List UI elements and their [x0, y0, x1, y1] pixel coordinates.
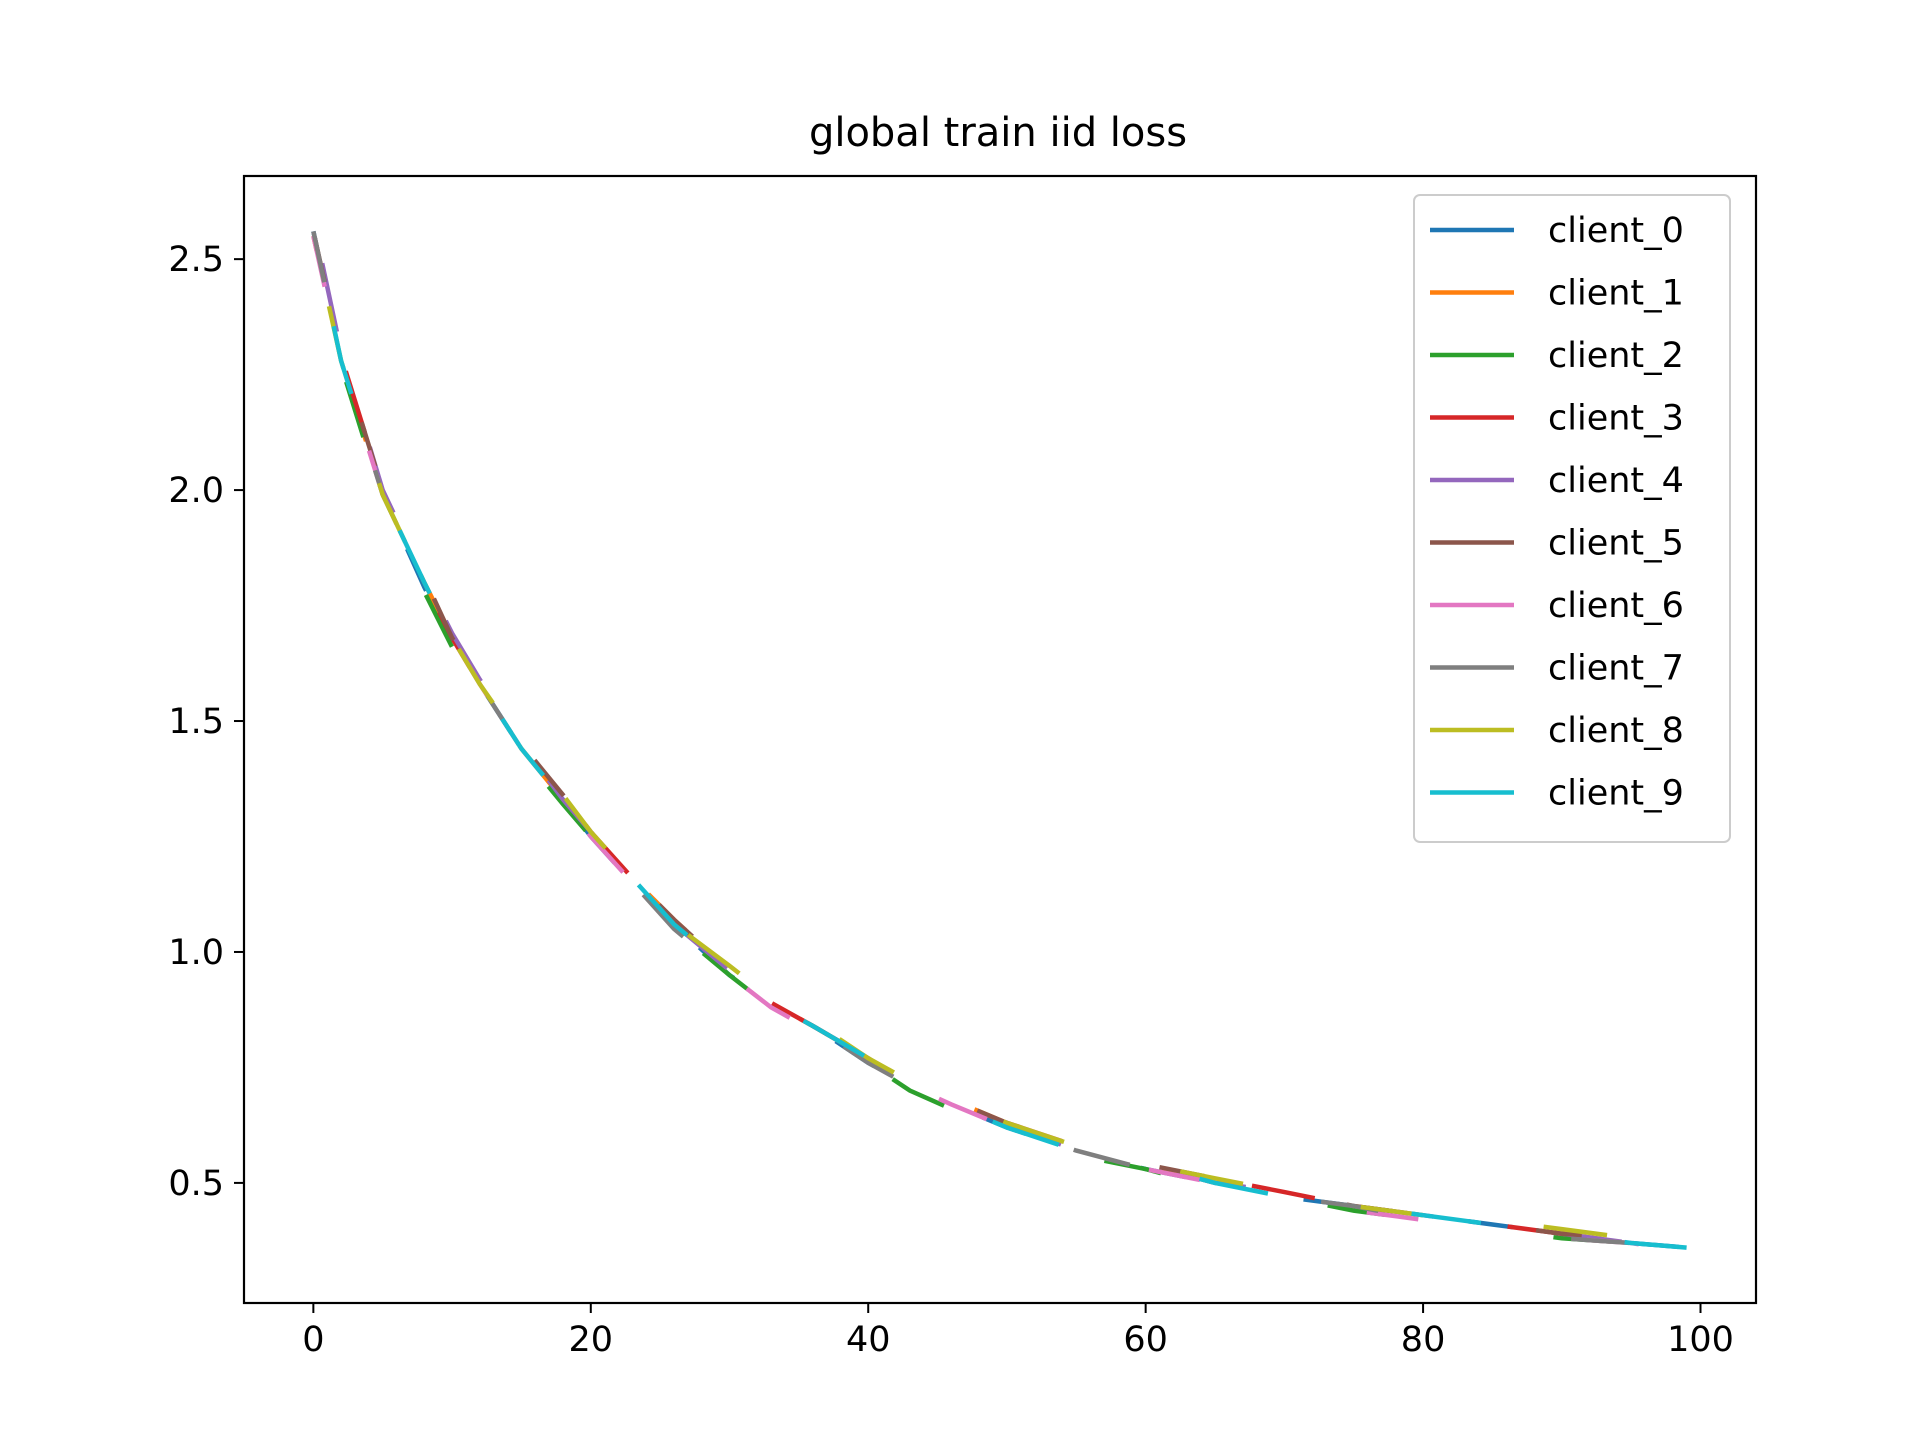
legend-label-client_6: client_6 — [1548, 586, 1684, 626]
y-tick-label: 2.5 — [168, 240, 224, 280]
x-tick-label: 80 — [1401, 1320, 1446, 1360]
y-tick-label: 0.5 — [168, 1164, 224, 1204]
chart-title: global train iid loss — [809, 110, 1187, 156]
x-tick-label: 60 — [1123, 1320, 1168, 1360]
x-tick-label: 20 — [569, 1320, 614, 1360]
series-line-client_9 — [311, 230, 1687, 1250]
y-tick-label: 1.5 — [168, 702, 224, 742]
legend-label-client_7: client_7 — [1548, 649, 1684, 689]
legend-label-client_8: client_8 — [1548, 711, 1684, 751]
series-layer — [311, 221, 1687, 1255]
legend: client_0 client_1 client_2 client_3 client_4… — [1413, 194, 1731, 843]
legend-label-client_4: client_4 — [1548, 461, 1684, 501]
legend-label-client_0: client_0 — [1548, 211, 1684, 251]
axes-layer: 0 20 40 60 80 100 0.5 1.0 1.5 2.0 2.5 — [168, 174, 1758, 1360]
legend-label-client_1: client_1 — [1548, 274, 1684, 314]
legend-label-client_3: client_3 — [1548, 399, 1684, 439]
legend-label-client_5: client_5 — [1548, 524, 1684, 564]
x-tick-label: 100 — [1667, 1320, 1734, 1360]
plot-frame — [242, 174, 1758, 1305]
legend-label-client_9: client_9 — [1548, 774, 1684, 814]
y-tick-label: 2.0 — [168, 471, 224, 511]
legend-label-client_2: client_2 — [1548, 336, 1684, 376]
y-tick-label: 1.0 — [168, 933, 224, 973]
x-tick-label: 40 — [846, 1320, 891, 1360]
x-tick-label: 0 — [302, 1320, 324, 1360]
